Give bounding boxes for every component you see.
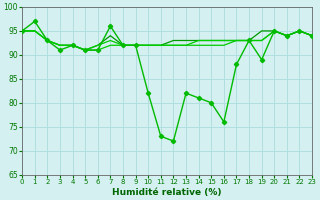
- X-axis label: Humidité relative (%): Humidité relative (%): [112, 188, 222, 197]
